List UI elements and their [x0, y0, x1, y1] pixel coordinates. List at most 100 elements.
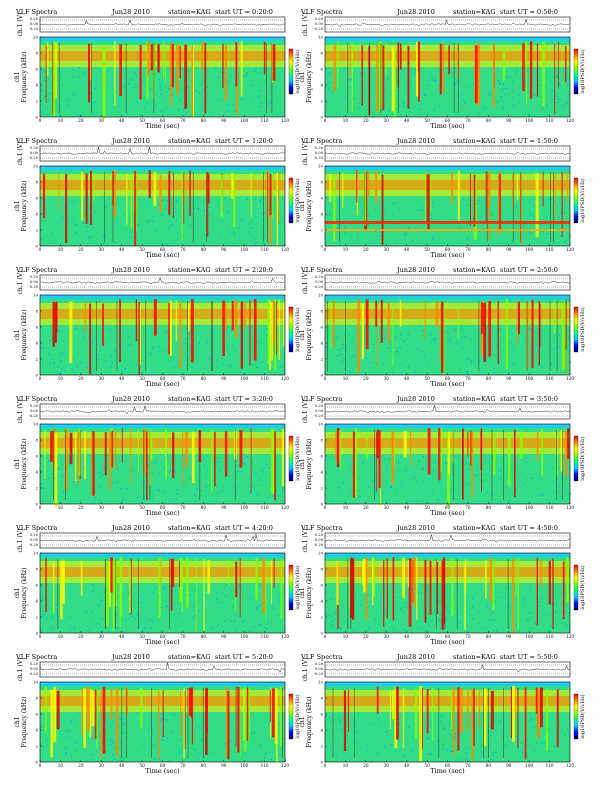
spectrogram-speckle	[154, 587, 156, 589]
spectrogram-speckle	[498, 721, 500, 723]
spectrogram-streak	[55, 42, 57, 98]
spectrogram-ytick: 4	[320, 83, 323, 88]
spectrogram-speckle	[44, 613, 46, 616]
spectrogram-speckle	[515, 624, 517, 626]
spectrogram-speckle	[367, 230, 369, 232]
spectrogram-speckle	[217, 99, 219, 101]
panel-station: station=KAG	[168, 8, 211, 16]
xtick-label: 80	[201, 763, 207, 768]
spectrogram-speckle	[251, 364, 253, 366]
spectrogram-speckle	[339, 720, 341, 722]
spectrogram-speckle	[210, 359, 212, 361]
spectrogram-speckle	[201, 80, 203, 82]
spectrogram-streak	[526, 301, 529, 370]
spectrogram-speckle	[540, 224, 542, 226]
spectrogram-speckle	[127, 197, 129, 199]
colorbar	[573, 48, 579, 95]
spectrogram-speckle	[174, 477, 176, 479]
spectrogram-speckle	[67, 105, 69, 107]
spectrogram-speckle	[116, 628, 118, 630]
waveform-ytick: 0.20	[30, 533, 39, 537]
spectrogram-speckle	[53, 626, 55, 628]
xtick-label: 110	[546, 634, 554, 639]
spectrogram-streak	[119, 299, 121, 362]
spectrogram-speckle	[526, 456, 528, 458]
spectrogram-speckle	[446, 330, 448, 332]
waveform-ytick: -0.20	[314, 543, 324, 547]
spectrogram-speckle	[372, 722, 374, 724]
spectrogram-streak	[119, 44, 122, 96]
spectrogram-speckle	[485, 456, 487, 458]
spectrogram-speckle	[247, 455, 249, 458]
spectrogram-streak	[397, 42, 399, 88]
panel-start-prefix: start UT =	[215, 266, 250, 274]
spectrogram-streak	[191, 687, 194, 745]
spectrogram-streak	[249, 299, 251, 366]
spectrogram-speckle	[395, 488, 397, 490]
spectrogram-streak	[112, 561, 115, 631]
spectrogram-speckle	[509, 499, 511, 502]
spectrogram-speckle	[140, 740, 142, 742]
spectrogram-speckle	[432, 202, 434, 204]
spectrogram-streak	[396, 686, 399, 740]
spectrogram-streak	[158, 690, 160, 759]
spectrogram-speckle	[484, 198, 486, 200]
xtick-label: 40	[119, 376, 125, 381]
spectrogram-core-band	[40, 180, 285, 190]
spectrogram-speckle	[112, 742, 114, 744]
colorbar	[573, 306, 579, 353]
spectrogram-speckle	[95, 75, 97, 77]
spectrogram-speckle	[489, 72, 491, 74]
spectrogram-speckle	[185, 219, 187, 221]
spectrogram-speckle	[346, 630, 348, 632]
spectrogram-speckle	[558, 334, 560, 336]
spectrogram-speckle	[194, 756, 196, 758]
spectrogram-speckle	[41, 610, 43, 613]
spectrogram-streak	[222, 43, 224, 88]
panel-start-prefix: start UT =	[500, 524, 535, 532]
spectrogram-speckle	[195, 615, 197, 617]
spectrogram-speckle	[488, 91, 490, 93]
spectrogram-speckle	[502, 83, 505, 85]
spectrogram-speckle	[365, 357, 367, 359]
spectrogram-speckle	[412, 499, 414, 501]
spectrogram-speckle	[410, 628, 412, 631]
spectrogram-speckle	[349, 79, 351, 81]
spectrogram-speckle	[255, 67, 257, 69]
spectrogram-speckle	[234, 745, 236, 747]
spectrogram-speckle	[401, 747, 403, 749]
spectrogram-speckle	[354, 743, 356, 745]
spectrogram-speckle	[74, 741, 77, 743]
spectrogram-speckle	[427, 84, 429, 86]
spectrogram-speckle	[385, 613, 387, 615]
spectrogram-speckle	[203, 209, 206, 212]
spectrogram-speckle	[49, 732, 51, 734]
spectrogram-streak	[340, 430, 341, 471]
xtick-label: 60	[445, 763, 451, 768]
spectrogram-speckle	[390, 487, 392, 489]
spectrogram-speckle	[251, 197, 253, 199]
spectrogram-speckle	[267, 482, 269, 484]
spectrogram-speckle	[566, 102, 568, 104]
spectrogram-speckle	[508, 212, 510, 214]
spectrogram-speckle	[395, 596, 397, 598]
spectrogram-speckle	[525, 82, 527, 84]
spectrogram-speckle	[457, 80, 459, 82]
spectrogram-speckle	[180, 469, 182, 471]
spectrogram-speckle	[267, 467, 269, 469]
spectrogram-speckle	[111, 739, 113, 741]
spectrogram-speckle	[405, 470, 407, 472]
spectrogram-streak	[367, 171, 370, 197]
xtick-label: 90	[221, 376, 227, 381]
spectrogram-streak	[191, 45, 194, 116]
spectrogram-speckle	[160, 93, 162, 95]
spectrogram-speckle	[57, 468, 59, 470]
spectrogram-speckle	[264, 756, 266, 759]
spectrogram-speckle	[479, 735, 481, 737]
xtick-label: 110	[261, 247, 269, 252]
spectrogram-speckle	[455, 329, 457, 331]
spectrogram-speckle	[233, 486, 235, 488]
spectrogram-speckle	[162, 243, 164, 245]
spectrogram-streak	[280, 559, 283, 619]
spectrogram-streak	[164, 45, 166, 82]
